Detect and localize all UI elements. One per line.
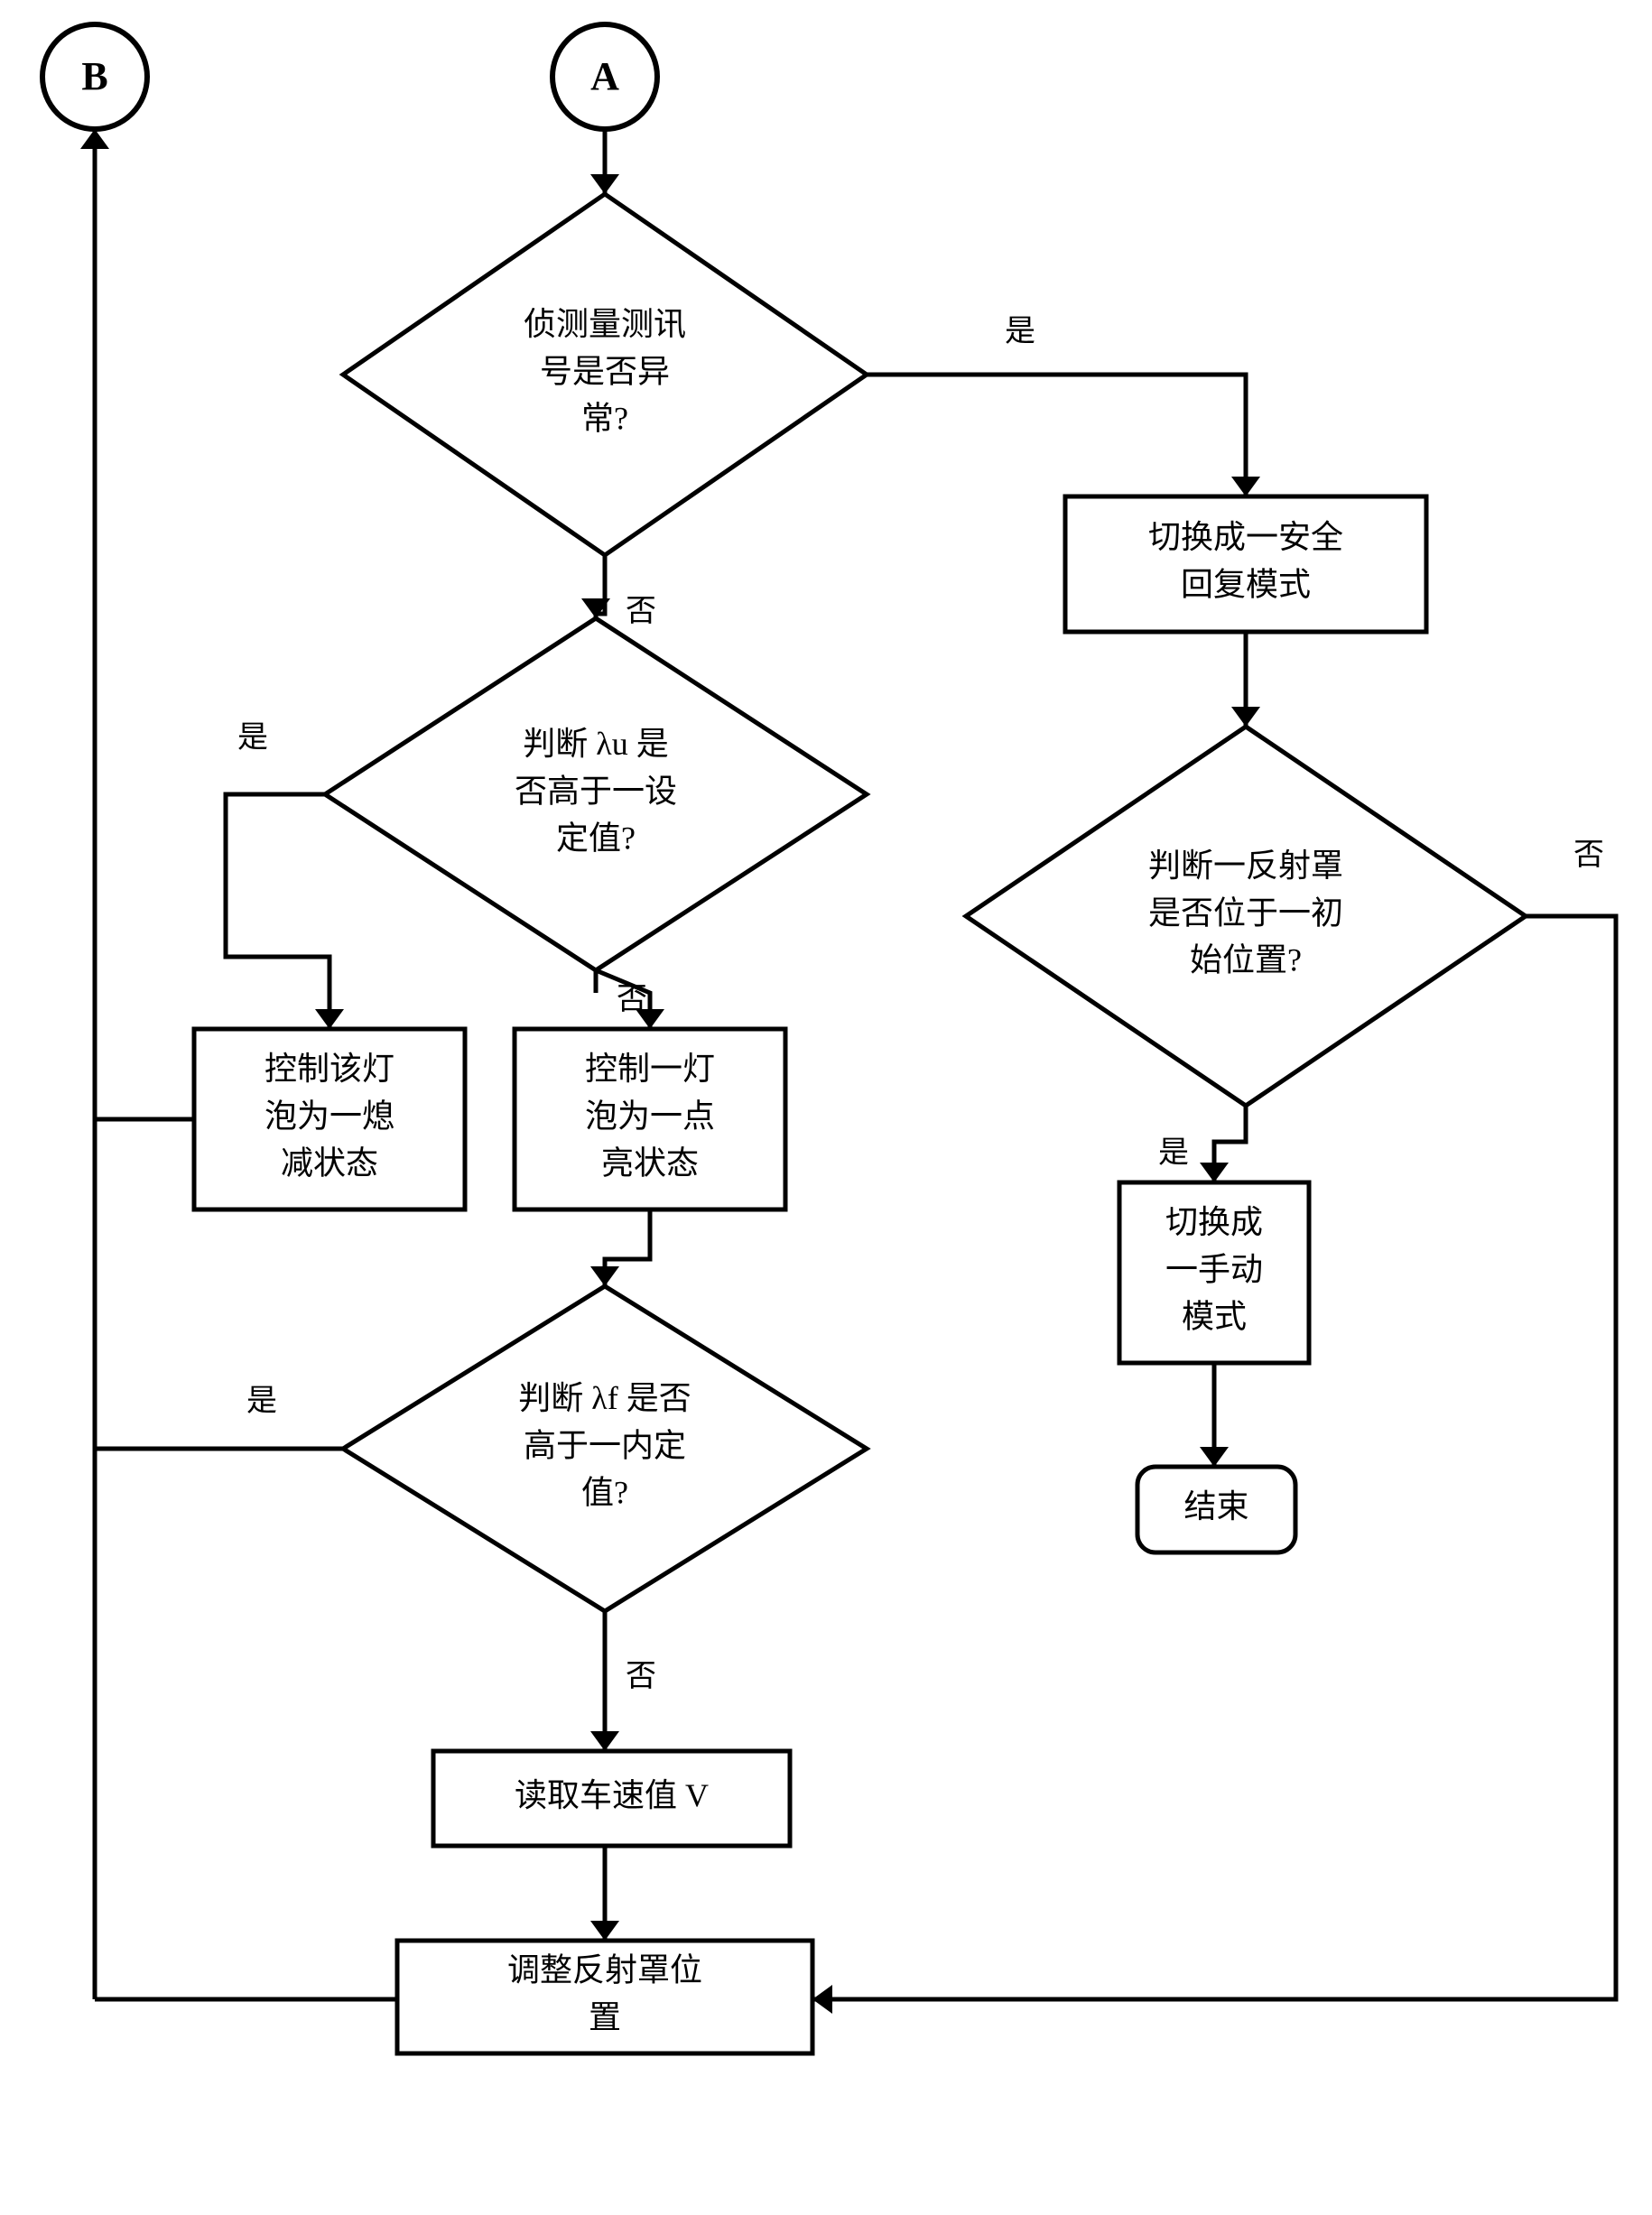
arrow-head <box>590 1921 619 1941</box>
text-line: 判断 λf 是否 <box>518 1380 691 1416</box>
edge-label-d_signal_yes: 是 <box>1005 315 1035 348</box>
arrow-head <box>590 1731 619 1751</box>
arrow-head <box>1231 707 1260 727</box>
text-line: 切换成一安全 <box>1148 519 1343 555</box>
connector-B-label: B <box>81 54 107 98</box>
text-line: 泡为一熄 <box>265 1098 394 1134</box>
edge-label-d_lambda_u_yes: 是 <box>237 721 268 755</box>
process-p_safe-text: 切换成一安全回复模式 <box>1148 519 1343 602</box>
text-line: 常? <box>581 400 628 436</box>
arrow-head <box>1200 1163 1229 1182</box>
text-line: 侦测量测讯 <box>524 306 686 342</box>
process-p_bulb_on-text: 控制一灯泡为一点亮状态 <box>585 1051 715 1181</box>
text-line: 一手动 <box>1165 1251 1263 1287</box>
edge-label-d_signal_no: 否 <box>626 595 656 628</box>
text-line: 号是否异 <box>540 353 670 389</box>
arrow-head <box>590 1266 619 1286</box>
text-line: 高于一内定 <box>524 1427 686 1463</box>
arrow-lambdau-yes <box>226 794 329 1029</box>
flowchart: A B 侦测量测讯号是否异常? 判断 λu 是否高于一设定值? 判断一反射罩是否位于一初… <box>0 0 1652 2215</box>
arrow-head <box>812 1985 832 2014</box>
text-line: 模式 <box>1182 1298 1247 1334</box>
text-line: 否高于一设 <box>515 773 677 809</box>
arrow-head <box>1200 1447 1229 1467</box>
decision-d_reflector-text: 判断一反射罩是否位于一初始位置? <box>1148 848 1343 978</box>
process-p_manual-text: 切换成一手动模式 <box>1165 1204 1263 1334</box>
text-line: 值? <box>581 1474 628 1510</box>
edge-label-d_lambda_u_no: 否 <box>617 983 647 1016</box>
decision-d_lambda_f-text: 判断 λf 是否高于一内定值? <box>518 1380 691 1510</box>
text-line: 切换成 <box>1165 1204 1263 1240</box>
arrow-head <box>315 1009 344 1029</box>
text-line: 读取车速值 V <box>515 1777 709 1813</box>
text-line: 减状态 <box>281 1145 378 1181</box>
text-line: 始位置? <box>1190 941 1302 978</box>
process-p_adjust-text: 调整反射罩位置 <box>507 1952 702 2035</box>
process-p_bulb_off-text: 控制该灯泡为一熄减状态 <box>265 1051 394 1181</box>
arrow-head <box>1231 477 1260 496</box>
process-p_safe <box>1065 496 1426 632</box>
connector-A-label: A <box>590 54 619 98</box>
text-line: 判断 λu 是 <box>523 726 668 762</box>
text-line: 控制该灯 <box>265 1051 394 1087</box>
edge-label-d_reflector_yes: 是 <box>1158 1136 1189 1170</box>
text-line: 是否位于一初 <box>1148 894 1343 931</box>
arrow-head <box>80 129 109 149</box>
text-line: 判断一反射罩 <box>1148 848 1343 884</box>
edge-label-d_lambda_f_no: 否 <box>626 1660 656 1693</box>
text-line: 定值? <box>556 820 636 856</box>
decision-d_signal-text: 侦测量测讯号是否异常? <box>524 306 686 436</box>
text-line: 控制一灯 <box>585 1051 715 1087</box>
arrow-head <box>590 174 619 194</box>
text-line: 亮状态 <box>601 1145 699 1181</box>
text-line: 回复模式 <box>1181 566 1311 602</box>
text-line: 置 <box>589 1999 621 2035</box>
process-p_end-text: 结束 <box>1183 1488 1248 1525</box>
text-line: 泡为一点 <box>585 1098 715 1134</box>
edge-label-d_reflector_no: 否 <box>1573 839 1604 872</box>
edge-label-d_lambda_f_yes: 是 <box>246 1385 277 1418</box>
arrow-signal-yes <box>867 375 1246 496</box>
process-p_read_v-text: 读取车速值 V <box>515 1777 709 1813</box>
text-line: 结束 <box>1183 1488 1248 1525</box>
decision-d_lambda_u-text: 判断 λu 是否高于一设定值? <box>515 726 677 856</box>
text-line: 调整反射罩位 <box>507 1952 702 1988</box>
